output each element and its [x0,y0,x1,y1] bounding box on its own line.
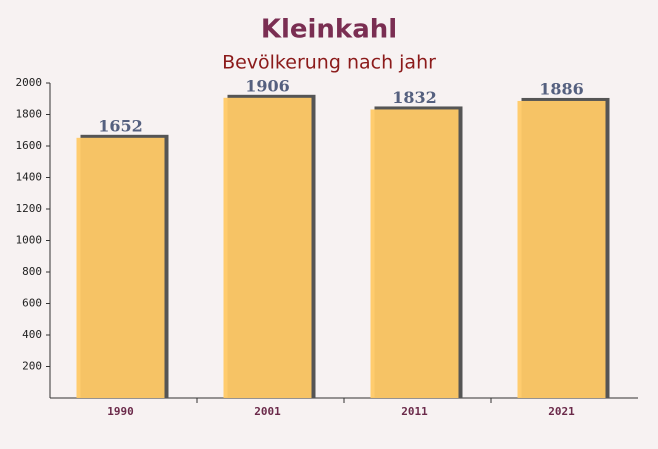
y-tick-label: 1000 [16,234,43,247]
y-tick-label: 600 [22,297,42,310]
bar [370,109,459,399]
x-tick-label: 1990 [107,405,134,418]
y-tick-label: 800 [22,265,42,278]
y-tick-label: 200 [22,360,42,373]
value-label: 1906 [245,76,290,95]
y-tick-label: 1200 [16,202,43,215]
value-label: 1652 [98,116,143,135]
chart-title: Kleinkahl [261,15,397,45]
chart-subtitle: Bevölkerung nach jahr [222,52,436,74]
y-tick-label: 1600 [16,139,43,152]
x-tick-label: 2011 [401,405,428,418]
bar [223,97,312,399]
bar [76,137,165,398]
value-label: 1832 [392,88,437,107]
y-tick-label: 400 [22,328,42,341]
y-tick-label: 1400 [16,171,43,184]
x-tick-label: 2021 [548,405,575,418]
y-tick-label: 2000 [16,76,43,89]
bar [517,100,606,398]
value-label: 1886 [539,79,584,98]
x-tick-label: 2001 [254,405,281,418]
y-tick-label: 1800 [16,108,43,121]
